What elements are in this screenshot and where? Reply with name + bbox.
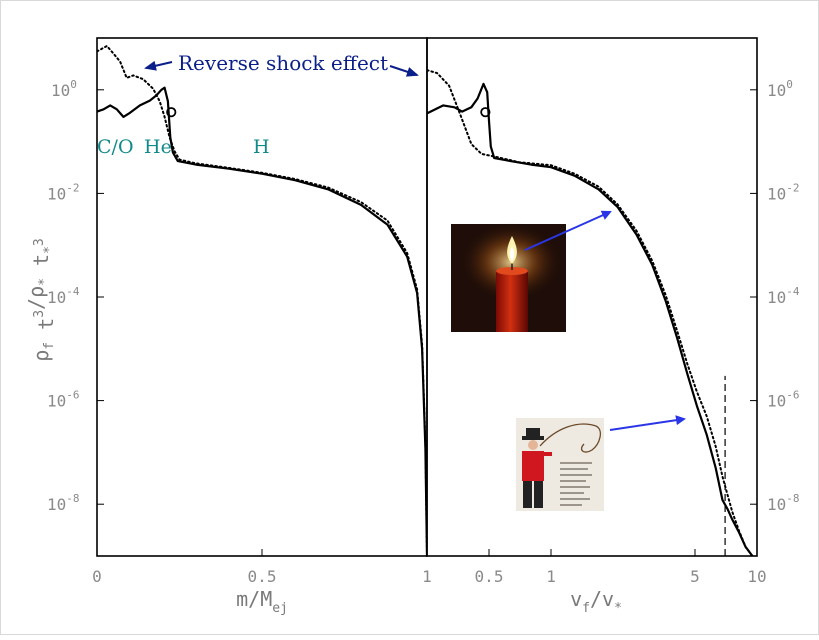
y-tick-label: 10-8	[47, 492, 80, 514]
left-series-dotted	[97, 45, 427, 556]
y-tick-label: 10-6	[767, 389, 800, 411]
left-plot-frame	[96, 37, 428, 557]
left-series-solid	[97, 86, 427, 556]
reverse-shock-arrow-left	[144, 60, 173, 71]
right-series-group	[427, 69, 754, 556]
element-label-co: C/O	[97, 136, 134, 158]
right-series-dotted	[427, 69, 754, 556]
y-axis-label: ρf t3/ρ* t*3	[24, 238, 58, 361]
y-tick-label: 10-2	[47, 181, 80, 203]
cowboy-hat	[522, 436, 544, 440]
y-tick-label: 10-2	[767, 181, 800, 203]
right-ticks	[488, 89, 758, 556]
element-label-h: H	[253, 136, 270, 158]
candle-body	[496, 270, 528, 332]
y-tick-label: 10-4	[767, 285, 800, 307]
x-tick-label: 0	[92, 567, 102, 586]
right-x-axis-label: vf/v*	[570, 587, 622, 616]
x-tick-label: 1	[546, 567, 556, 586]
left-series-group	[97, 45, 427, 556]
x-tick-label: 0.5	[248, 567, 277, 586]
candle-image	[451, 222, 566, 332]
y-tick-label: 10-6	[47, 389, 80, 411]
right-circle-marker	[480, 107, 491, 118]
left-x-tick-labels: 0 0.5 1	[92, 567, 432, 586]
whip	[539, 423, 602, 453]
right-x-tick-labels: 0.5 1 5 10	[475, 567, 767, 586]
y-tick-label: 100	[51, 78, 77, 100]
whip-arrow	[609, 415, 686, 431]
x-tick-label: 10	[747, 567, 766, 586]
reverse-shock-arrow-right	[389, 65, 419, 77]
y-tick-label: 10-4	[47, 285, 80, 307]
x-tick-label: 0.5	[475, 567, 504, 586]
left-ticks	[96, 89, 428, 556]
element-label-he: He	[144, 136, 172, 158]
element-labels: C/O He H	[97, 136, 270, 158]
y-tick-label: 100	[767, 78, 793, 100]
y-tick-label: 10-8	[767, 492, 800, 514]
x-tick-label: 5	[690, 567, 700, 586]
left-circle-marker	[166, 107, 177, 118]
red-shirt	[522, 451, 544, 481]
right-series-solid	[427, 82, 754, 556]
x-tick-label: 1	[422, 567, 432, 586]
whip-image	[516, 418, 604, 511]
left-x-axis-label: m/Mej	[236, 587, 288, 616]
candle-arrow	[524, 210, 612, 251]
reverse-shock-label: Reverse shock effect	[178, 51, 388, 75]
right-y-tick-labels: 100 10-2 10-4 10-6 10-8	[767, 78, 800, 514]
left-y-tick-labels: 100 10-2 10-4 10-6 10-8	[47, 78, 80, 514]
